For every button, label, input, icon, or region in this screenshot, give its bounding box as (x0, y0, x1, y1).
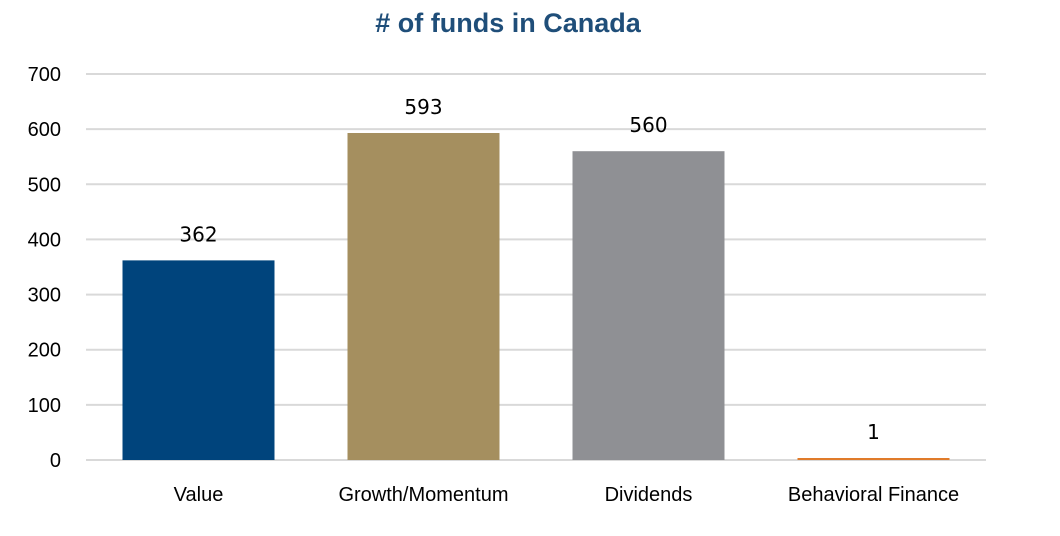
y-tick-label-200: 200 (28, 340, 61, 362)
data-label-behavioral-finance: 1 (867, 420, 880, 444)
data-labels: 362 593 560 1 (179, 95, 879, 444)
y-tick-label-700: 700 (28, 64, 61, 86)
y-axis-tick-labels: 0 100 200 300 400 500 600 700 (28, 64, 61, 472)
bars (122, 133, 950, 460)
y-tick-label-400: 400 (28, 229, 61, 251)
category-label-dividends: Dividends (605, 484, 693, 506)
category-label-behavioral-finance: Behavioral Finance (788, 484, 959, 506)
data-label-value: 362 (179, 222, 217, 246)
data-label-growth-momentum: 593 (404, 95, 442, 119)
y-tick-label-600: 600 (28, 119, 61, 141)
y-tick-label-300: 300 (28, 285, 61, 307)
x-axis-category-labels: Value Growth/Momentum Dividends Behavioral … (174, 484, 959, 506)
y-tick-label-100: 100 (28, 395, 61, 417)
bar-dividends (572, 151, 725, 460)
data-label-dividends: 560 (629, 113, 667, 137)
y-tick-label-0: 0 (50, 450, 61, 472)
y-tick-label-500: 500 (28, 174, 61, 196)
chart-title: # of funds in Canada (375, 8, 641, 38)
bar-value (122, 260, 275, 460)
category-label-growth-momentum: Growth/Momentum (338, 484, 508, 506)
bar-growth-momentum (347, 133, 500, 460)
category-label-value: Value (174, 484, 224, 506)
bar-behavioral-finance (797, 458, 950, 460)
